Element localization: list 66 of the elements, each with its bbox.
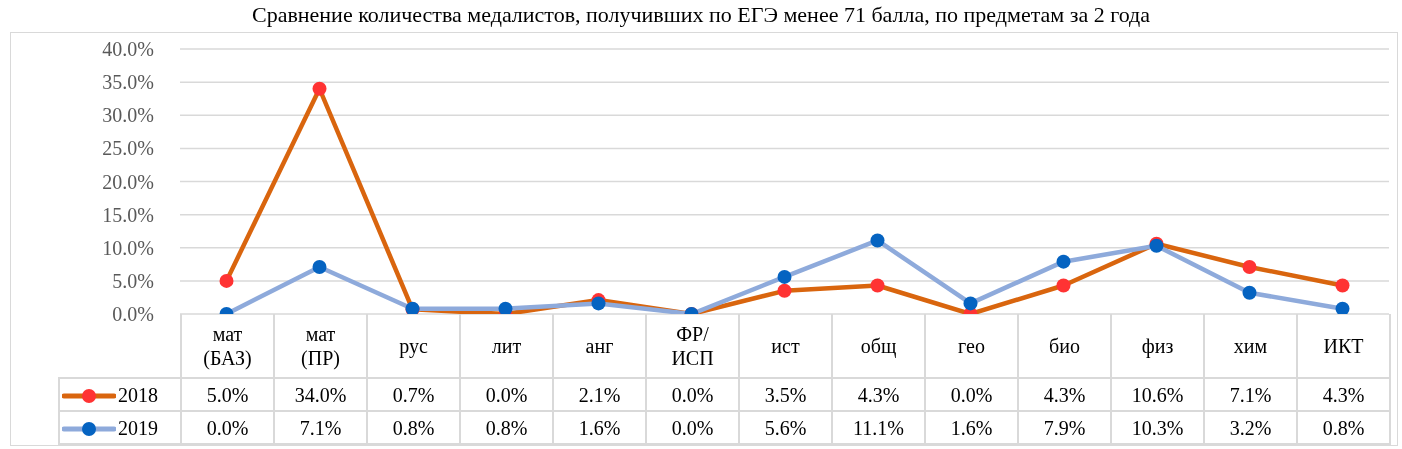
y-tick-label: 5.0%: [112, 269, 154, 292]
y-tick-label: 40.0%: [102, 38, 154, 61]
data-label: 0.0%: [925, 378, 1018, 411]
point: [963, 296, 978, 311]
point: [1335, 278, 1350, 293]
chart-title: Сравнение количества медалистов, получивших по ЕГЭ менее 71 балла, по предметам за 2 года: [250, 2, 1151, 28]
point: [870, 278, 885, 293]
data-label: 10.3%: [1111, 411, 1204, 444]
x-tick-label: гео: [957, 333, 986, 358]
y-tick-label: 30.0%: [102, 104, 154, 127]
data-label: 0.8%: [1297, 411, 1390, 444]
point: [1056, 278, 1071, 293]
data-label: 7.9%: [1018, 411, 1111, 444]
point: [870, 233, 885, 248]
data-label: 1.6%: [553, 411, 646, 444]
data-label: 0.0%: [460, 378, 553, 411]
x-tick-label: ИКТ: [1322, 333, 1365, 358]
data-label: 3.2%: [1204, 411, 1297, 444]
data-label: 2.1%: [553, 378, 646, 411]
data-label: 7.1%: [1204, 378, 1297, 411]
point: [312, 81, 327, 96]
point: [1335, 301, 1350, 314]
data-label: 0.8%: [367, 411, 460, 444]
data-label: 4.3%: [1018, 378, 1111, 411]
point: [777, 269, 792, 284]
data-label: 34.0%: [274, 378, 367, 411]
x-tick-label: био: [1048, 333, 1081, 358]
point: [1242, 285, 1257, 300]
x-tick-label: лит: [490, 333, 523, 358]
y-tick-label: 15.0%: [102, 203, 154, 226]
data-label: 0.7%: [367, 378, 460, 411]
y-tick-label: 35.0%: [102, 71, 154, 94]
data-label: 1.6%: [925, 411, 1018, 444]
legend-label: 2018: [118, 384, 158, 407]
data-label: 5.0%: [181, 378, 274, 411]
point: [312, 259, 327, 274]
y-tick-label: 0.0%: [112, 303, 154, 326]
data-label: 5.6%: [739, 411, 832, 444]
y-tick-label: 10.0%: [102, 236, 154, 259]
data-label: 7.1%: [274, 411, 367, 444]
data-label: 10.6%: [1111, 378, 1204, 411]
x-tick-label: мат (ПР): [300, 321, 341, 370]
x-tick-label: рус: [398, 333, 429, 358]
x-tick-label: анг: [584, 333, 615, 358]
y-tick-label: 25.0%: [102, 137, 154, 160]
point: [219, 273, 234, 288]
point: [1056, 254, 1071, 269]
x-tick-label: хим: [1232, 333, 1269, 358]
point: [498, 301, 513, 314]
data-label: 0.0%: [646, 378, 739, 411]
x-tick-label: ФР/ИСП: [670, 321, 715, 370]
data-label: 3.5%: [739, 378, 832, 411]
data-label: 0.8%: [460, 411, 553, 444]
data-label: 4.3%: [832, 378, 925, 411]
y-tick-label: 20.0%: [102, 170, 154, 193]
x-tick-label: физ: [1140, 333, 1175, 358]
point: [1242, 259, 1257, 274]
data-label: 0.0%: [646, 411, 739, 444]
point: [777, 283, 792, 298]
data-label: 0.0%: [181, 411, 274, 444]
data-label: 11.1%: [832, 411, 925, 444]
x-tick-label: ист: [770, 333, 801, 358]
data-label: 4.3%: [1297, 378, 1390, 411]
x-tick-label: мат (БАЗ): [202, 321, 253, 370]
legend-label: 2019: [118, 417, 158, 440]
x-tick-label: общ: [859, 333, 898, 358]
